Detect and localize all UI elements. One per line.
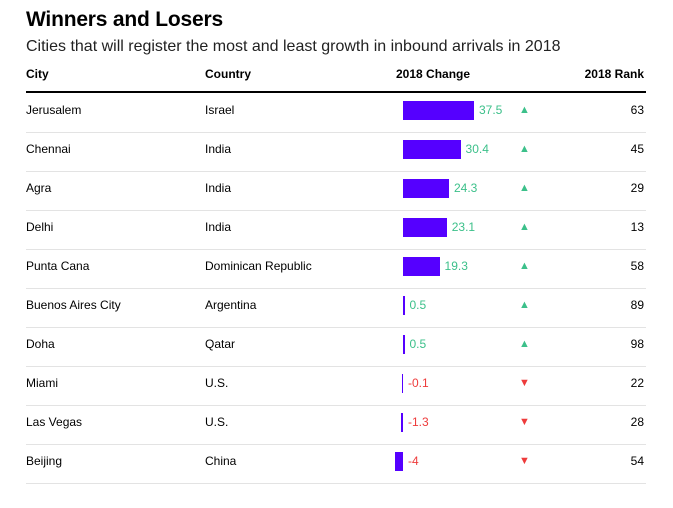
arrow-up-icon: ▲ [519,143,530,155]
header-country: Country [205,67,251,81]
rank-value: 89 [630,298,644,312]
change-value: 19.3 [444,259,468,273]
country-name: U.S. [205,376,229,390]
header-city: City [26,67,49,81]
change-value: 30.4 [465,142,489,156]
change-bar [401,374,403,393]
header-rank: 2018 Rank [584,67,644,81]
change-bar [403,140,461,159]
table-row: Beijing China 54 -4 ▼ [26,444,646,484]
arrow-up-icon: ▲ [519,299,530,311]
chart-title: Winners and Losers [26,8,223,31]
city-name: Chennai [26,142,71,156]
change-bar [403,179,449,198]
change-value: 0.5 [409,298,427,312]
change-value: 23.1 [451,220,476,234]
rank-value: 98 [630,337,644,351]
header-change: 2018 Change [396,67,471,81]
arrow-down-icon: ▼ [519,416,530,428]
city-name: Delhi [26,220,54,234]
table-row: Chennai India 45 30.4 ▲ [26,132,646,172]
change-value: -4 [408,454,419,468]
arrow-up-icon: ▲ [519,221,530,233]
change-bar [400,413,403,432]
table-row: Buenos Aires City Argentina 89 0.5 ▲ [26,288,646,328]
city-name: Las Vegas [26,415,83,429]
country-name: Dominican Republic [205,259,312,273]
country-name: India [205,181,232,195]
change-bar [403,101,474,120]
header-divider [26,91,646,93]
change-value: -1.3 [408,415,429,429]
rank-value: 22 [630,376,644,390]
table-row: Las Vegas U.S. 28 -1.3 ▼ [26,405,646,445]
change-bar [403,296,405,315]
rank-value: 58 [630,259,644,273]
rank-value: 54 [630,454,644,468]
arrow-up-icon: ▲ [519,104,530,116]
change-bar [403,218,447,237]
change-value: -0.1 [408,376,429,390]
city-name: Beijing [26,454,63,468]
country-name: Argentina [205,298,257,312]
change-bar [403,257,440,276]
rank-value: 13 [630,220,644,234]
city-name: Doha [26,337,55,351]
change-value: 0.5 [409,337,427,351]
change-value: 24.3 [454,181,478,195]
table-row: Miami U.S. 22 -0.1 ▼ [26,366,646,406]
arrow-down-icon: ▼ [519,377,530,389]
change-bar [403,335,405,354]
table-row: Punta Cana Dominican Republic 58 19.3 ▲ [26,249,646,289]
city-name: Buenos Aires City [26,298,121,312]
chart-subtitle: Cities that will register the most and l… [26,38,561,55]
city-name: Agra [26,181,52,195]
city-name: Jerusalem [26,103,82,117]
arrow-up-icon: ▲ [519,338,530,350]
table-row: Doha Qatar 98 0.5 ▲ [26,327,646,367]
change-bar [395,452,403,471]
table-row: Delhi India 13 23.1 ▲ [26,210,646,250]
country-name: Israel [205,103,235,117]
table-row: Jerusalem Israel 63 37.5 ▲ [26,93,646,133]
arrow-up-icon: ▲ [519,182,530,194]
rank-value: 63 [630,103,644,117]
country-name: India [205,142,232,156]
rank-value: 29 [630,181,644,195]
change-value: 37.5 [479,103,503,117]
country-name: China [205,454,237,468]
country-name: India [205,220,232,234]
country-name: Qatar [205,337,236,351]
arrow-up-icon: ▲ [519,260,530,272]
rank-value: 28 [630,415,644,429]
country-name: U.S. [205,415,229,429]
table-row: Agra India 29 24.3 ▲ [26,171,646,211]
city-name: Miami [26,376,58,390]
rank-value: 45 [630,142,644,156]
city-name: Punta Cana [26,259,90,273]
arrow-down-icon: ▼ [519,455,530,467]
